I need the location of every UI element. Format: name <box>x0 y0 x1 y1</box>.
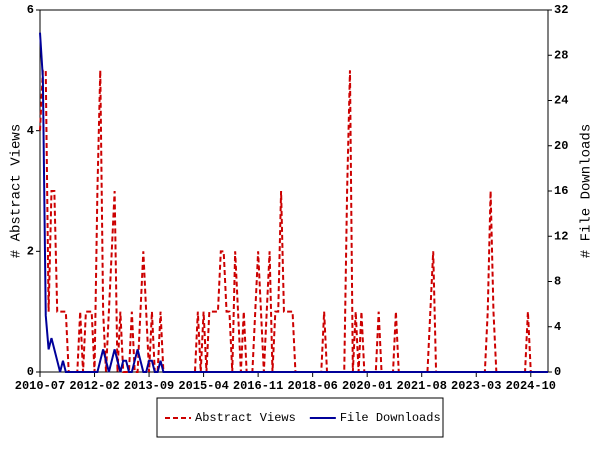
y-axis-title: # Abstract Views <box>9 124 25 258</box>
y2-tick-label: 12 <box>554 229 568 243</box>
y2-tick-label: 16 <box>554 184 568 198</box>
y2-tick-label: 20 <box>554 139 568 153</box>
legend-box <box>156 397 444 438</box>
y2-tick-label: 32 <box>554 3 568 17</box>
y2-tick-label: 0 <box>554 365 561 379</box>
y-tick-label: 6 <box>27 3 34 17</box>
x-tick-label: 2010-07 <box>15 379 65 393</box>
x-tick-label: 2021-08 <box>397 379 447 393</box>
y-tick-label: 0 <box>27 365 34 379</box>
x-tick-label: 2015-04 <box>178 379 228 393</box>
y-tick-label: 2 <box>27 245 34 259</box>
legend-label: Abstract Views <box>195 411 296 425</box>
legend: Abstract Views File Downloads <box>156 397 444 438</box>
x-tick-label: 2012-02 <box>69 379 119 393</box>
x-tick-label: 2018-06 <box>287 379 337 393</box>
y2-tick-label: 28 <box>554 48 568 62</box>
y2-tick-label: 24 <box>554 94 568 108</box>
y2-tick-label: 4 <box>554 320 561 334</box>
x-tick-label: 2016-11 <box>233 379 283 393</box>
x-tick-label: 2023-03 <box>451 379 501 393</box>
y2-tick-label: 8 <box>554 275 561 289</box>
x-tick-label: 2013-09 <box>124 379 174 393</box>
legend-label: File Downloads <box>340 411 441 425</box>
y-tick-label: 4 <box>27 124 34 138</box>
x-tick-label: 2020-01 <box>342 379 392 393</box>
y2-axis-title: # File Downloads <box>579 124 595 258</box>
x-tick-label: 2024-10 <box>506 379 556 393</box>
data-line <box>39 32 548 373</box>
